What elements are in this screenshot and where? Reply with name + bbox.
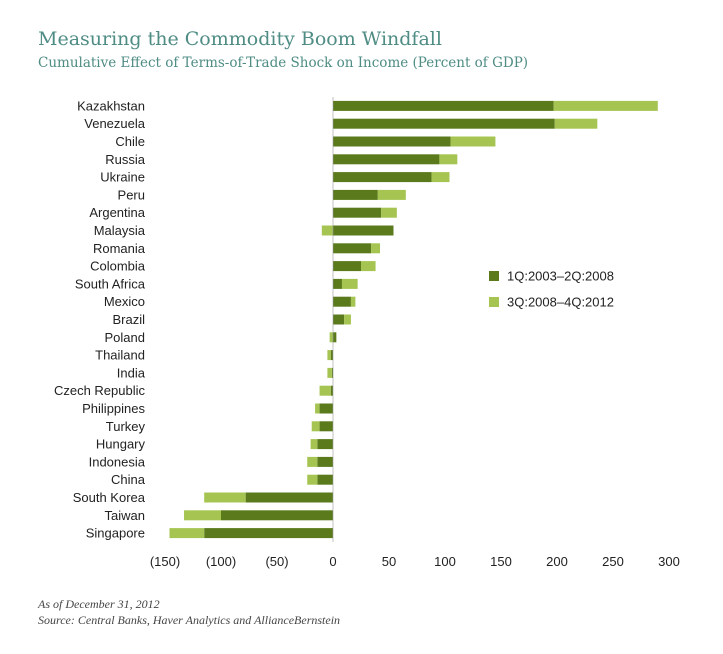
bar-taiwan-series-2: [184, 510, 221, 521]
category-label-south-africa: South Africa: [75, 276, 146, 291]
bar-kazakhstan-series-2: [553, 100, 658, 111]
category-label-argentina: Argentina: [89, 205, 145, 220]
bar-malaysia-series-1: [333, 225, 394, 236]
x-tick-label-100: 100: [434, 554, 456, 569]
x-tick-label-150: (150): [150, 554, 180, 569]
x-tick-label-150: 150: [490, 554, 512, 569]
bar-thailand-series-2: [327, 350, 331, 361]
bar-romania-series-1: [333, 243, 372, 254]
category-label-venezuela: Venezuela: [84, 116, 145, 131]
bar-argentina-series-2: [381, 207, 397, 218]
category-label-chile: Chile: [115, 134, 145, 149]
bar-south-korea-series-2: [204, 492, 246, 503]
bar-brazil-series-1: [333, 314, 345, 325]
category-label-indonesia: Indonesia: [89, 454, 146, 469]
x-axis-tick-labels: (150) (100) (50) 0 50 100 150 200 250 300: [150, 554, 680, 569]
category-label-colombia: Colombia: [90, 259, 146, 274]
bar-mexico-series-1: [333, 296, 351, 307]
bar-south-africa-series-1: [333, 278, 342, 289]
bar-argentina-series-1: [333, 207, 382, 218]
bar-chile-series-1: [333, 136, 451, 147]
bar-poland-series-1: [333, 332, 337, 343]
bar-singapore-series-2: [169, 528, 205, 539]
bar-brazil-series-2: [344, 314, 351, 325]
bar-hungary-series-2: [310, 439, 318, 450]
category-label-peru: Peru: [118, 187, 145, 202]
category-label-ukraine: Ukraine: [100, 170, 145, 185]
bar-hungary-series-1: [317, 439, 333, 450]
x-tick-label-0: 0: [329, 554, 336, 569]
bar-singapore-series-1: [204, 528, 333, 539]
category-label-taiwan: Taiwan: [105, 508, 145, 523]
bar-mexico-series-2: [350, 296, 356, 307]
category-label-brazil: Brazil: [112, 312, 145, 327]
x-tick-label-100: (100): [206, 554, 236, 569]
category-label-philippines: Philippines: [82, 401, 145, 416]
category-label-hungary: Hungary: [96, 437, 146, 452]
category-label-poland: Poland: [105, 330, 145, 345]
legend-label-series-2: 3Q:2008–4Q:2012: [507, 295, 614, 310]
bar-taiwan-series-1: [221, 510, 333, 521]
bar-czech-republic-series-2: [319, 385, 331, 396]
bar-turkey-series-1: [319, 421, 333, 432]
bar-venezuela-series-1: [333, 118, 555, 129]
category-label-kazakhstan: Kazakhstan: [77, 98, 145, 113]
bars-group: [169, 97, 658, 542]
x-tick-label-200: 200: [546, 554, 568, 569]
x-tick-label-50: 50: [382, 554, 396, 569]
legend-swatch-series-1: [489, 271, 499, 281]
bar-colombia-series-2: [361, 261, 376, 272]
category-label-russia: Russia: [105, 152, 146, 167]
chart-subtitle: Cumulative Effect of Terms-of-Trade Shoc…: [38, 55, 529, 71]
category-label-romania: Romania: [93, 241, 146, 256]
legend-label-series-1: 1Q:2003–2Q:2008: [507, 269, 614, 284]
bar-ukraine-series-1: [333, 172, 432, 183]
category-label-singapore: Singapore: [86, 526, 145, 541]
category-label-thailand: Thailand: [95, 348, 145, 363]
legend: 1Q:2003–2Q:2008 3Q:2008–4Q:2012: [489, 269, 614, 310]
bar-south-africa-series-2: [341, 278, 358, 289]
bar-chile-series-2: [450, 136, 496, 147]
source-note: Source: Central Banks, Haver Analytics a…: [38, 613, 341, 627]
bar-philippines-series-1: [319, 403, 333, 414]
bar-czech-republic-series-1: [330, 385, 333, 396]
category-label-mexico: Mexico: [104, 294, 145, 309]
bar-russia-series-1: [333, 154, 440, 165]
bar-venezuela-series-2: [554, 118, 598, 129]
bar-indonesia-series-1: [317, 456, 333, 467]
bar-south-korea-series-1: [245, 492, 333, 503]
bar-india-series-2: [327, 367, 332, 378]
legend-swatch-series-2: [489, 297, 499, 307]
bar-kazakhstan-series-1: [333, 100, 554, 111]
bar-colombia-series-1: [333, 261, 361, 272]
category-label-india: India: [117, 365, 146, 380]
bar-thailand-series-1: [330, 350, 333, 361]
x-tick-label-250: 250: [602, 554, 624, 569]
bar-peru-series-1: [333, 189, 378, 200]
bar-china-series-2: [307, 474, 318, 485]
bar-indonesia-series-2: [307, 456, 318, 467]
category-label-czech-republic: Czech Republic: [54, 383, 146, 398]
bar-russia-series-2: [439, 154, 458, 165]
bar-ukraine-series-2: [431, 172, 450, 183]
category-label-turkey: Turkey: [106, 419, 146, 434]
category-label-china: China: [111, 472, 146, 487]
bar-india-series-1: [331, 367, 333, 378]
bar-romania-series-2: [371, 243, 381, 254]
bar-turkey-series-2: [311, 421, 320, 432]
bar-poland-series-2: [329, 332, 333, 343]
category-labels: Kazakhstan Venezuela Chile Russia Ukraine Per…: [54, 98, 146, 540]
bar-peru-series-2: [377, 189, 406, 200]
x-tick-label-50: (50): [265, 554, 288, 569]
bar-china-series-1: [317, 474, 333, 485]
chart-title: Measuring the Commodity Boom Windfall: [38, 28, 442, 50]
bar-malaysia-series-2: [321, 225, 333, 236]
x-tick-label-300: 300: [658, 554, 680, 569]
category-label-malaysia: Malaysia: [94, 223, 146, 238]
category-label-south-korea: South Korea: [73, 490, 146, 505]
bar-philippines-series-2: [315, 403, 320, 414]
as-of-note: As of December 31, 2012: [38, 597, 160, 611]
